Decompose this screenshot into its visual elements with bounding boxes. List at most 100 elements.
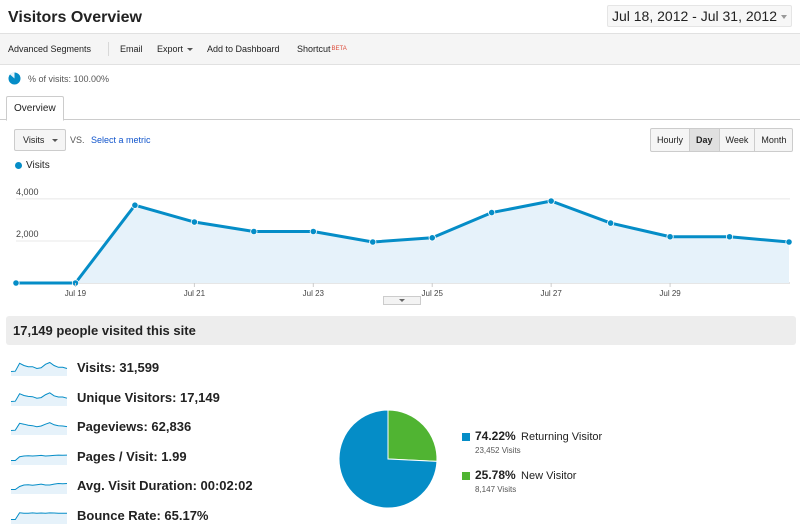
sparkline-line — [11, 511, 67, 520]
visits-data-point[interactable] — [131, 201, 139, 209]
vs-label: VS. — [70, 135, 85, 145]
sparkline-area — [11, 422, 67, 435]
shortcut-label: Shortcut — [297, 44, 331, 54]
page-title: Visitors Overview — [8, 9, 142, 26]
date-range-label: Jul 18, 2012 - Jul 31, 2012 — [611, 8, 777, 24]
y-tick-label: 4,000 — [16, 187, 39, 197]
chevron-down-icon — [187, 48, 194, 52]
chart-resize-handle[interactable] — [383, 296, 421, 305]
metric-select-value: Visits — [23, 135, 45, 145]
x-tick-label: Jul 27 — [540, 289, 562, 298]
new-visitor-slice[interactable] — [387, 409, 438, 462]
tab-overview[interactable]: Overview — [6, 96, 64, 121]
sparkline — [10, 391, 68, 406]
toolbar-divider — [108, 42, 109, 56]
visits-data-point[interactable] — [488, 208, 496, 217]
new-visitor-percent: 25.78% — [475, 468, 516, 482]
chevron-down-icon — [399, 299, 405, 302]
chevron-down-icon — [781, 15, 787, 20]
sparkline-area — [11, 512, 67, 524]
legend-dot-icon — [15, 161, 22, 169]
visits-data-point[interactable] — [547, 197, 555, 205]
x-tick-label: Jul 23 — [303, 289, 325, 298]
sparkline-line — [10, 422, 68, 431]
day-button[interactable]: Day — [689, 128, 720, 152]
metric-label: Avg. Visit Duration: 00:02:02 — [77, 478, 253, 493]
visits-data-point[interactable] — [250, 227, 258, 236]
chart-controls: Visits VS. Select a metric Hourly Day We… — [0, 128, 800, 154]
beta-badge: BETA — [331, 46, 347, 52]
returning-visitor-label: Returning Visitor — [521, 431, 603, 443]
report-toolbar: Advanced Segments Email Export Add to Da… — [0, 33, 800, 65]
metric-row[interactable]: Avg. Visit Duration: 00:02:02 — [10, 474, 330, 496]
summary-bar: 17,149 people visited this site — [6, 316, 796, 345]
returning-visitor-visits: 23,452 Visits — [475, 446, 521, 455]
visits-data-point[interactable] — [309, 227, 317, 236]
new-visitor-swatch — [462, 472, 470, 480]
visits-data-point[interactable] — [666, 233, 674, 241]
visits-data-point[interactable] — [12, 279, 20, 287]
returning-visitor-slice[interactable] — [338, 409, 438, 509]
returning-visitor-percent: 74.22% — [475, 429, 516, 443]
email-button[interactable]: Email — [120, 44, 143, 54]
visits-data-point[interactable] — [785, 238, 793, 246]
returning-visitor-swatch — [462, 433, 470, 441]
select-metric-link[interactable]: Select a metric — [91, 135, 151, 145]
visits-data-point[interactable] — [190, 218, 198, 226]
visitor-type-pie — [338, 409, 438, 509]
metric-label: Pageviews: 62,836 — [77, 419, 192, 434]
metric-row[interactable]: Pages / Visit: 1.99 — [10, 445, 330, 467]
metric-label: Unique Visitors: 17,149 — [77, 389, 220, 405]
x-tick-label: Jul 19 — [65, 289, 87, 298]
export-button[interactable]: Export — [157, 34, 194, 64]
add-to-dashboard-button[interactable]: Add to Dashboard — [207, 44, 280, 54]
month-button[interactable]: Month — [754, 128, 794, 152]
sparkline — [11, 482, 68, 494]
metric-label: Pages / Visit: 1.99 — [77, 448, 187, 464]
sparkline — [11, 511, 67, 524]
advanced-segments-button[interactable]: Advanced Segments — [8, 44, 92, 54]
hourly-button[interactable]: Hourly — [650, 128, 691, 152]
x-tick-label: Jul 21 — [184, 289, 206, 298]
metric-row[interactable]: Pageviews: 62,836 — [10, 415, 330, 437]
segment-percent-label: % of visits: 100.00% — [28, 74, 110, 84]
visits-data-point[interactable] — [725, 233, 734, 241]
metric-select[interactable]: Visits — [14, 129, 66, 151]
new-visitor-visits: 8,147 Visits — [475, 485, 517, 494]
sparkline — [10, 422, 68, 435]
sparkline — [10, 361, 68, 376]
shortcut-button[interactable]: ShortcutBETA — [297, 34, 347, 64]
week-button[interactable]: Week — [718, 128, 756, 152]
y-tick-label: 2,000 — [16, 229, 39, 239]
metric-row[interactable]: Bounce Rate: 65.17% — [10, 504, 330, 526]
visits-series-line — [16, 199, 790, 285]
new-visitor-label: New Visitor — [521, 470, 577, 482]
legend-label-visits: Visits — [26, 160, 50, 171]
chevron-down-icon — [52, 139, 58, 142]
visits-data-point[interactable] — [428, 234, 436, 242]
metric-row[interactable]: Unique Visitors: 17,149 — [10, 386, 330, 408]
sparkline-area — [11, 454, 67, 465]
date-range-picker[interactable]: Jul 18, 2012 - Jul 31, 2012 — [606, 5, 792, 27]
visits-chart: 2,000 4,000 Jul 19 Jul 21 Jul 23 Jul 25 Jul 27… — [12, 187, 793, 298]
sparkline-area — [11, 483, 67, 494]
visits-area — [16, 201, 789, 283]
export-label: Export — [157, 44, 184, 54]
summary-title: 17,149 people visited this site — [13, 323, 196, 338]
sparkline-line — [10, 361, 68, 372]
x-tick-label: Jul 25 — [422, 289, 444, 298]
metric-row[interactable]: Visits: 31,599 — [10, 356, 330, 378]
sparkline-line — [11, 454, 68, 461]
metric-label: Bounce Rate: 65.17% — [77, 507, 209, 523]
sparkline-line — [11, 482, 68, 490]
tab-bar: Overview — [0, 96, 800, 121]
metric-label: Visits: 31,599 — [77, 360, 160, 375]
segment-pie-icon — [8, 72, 21, 85]
sparkline — [11, 454, 68, 465]
granularity-button-group: Hourly Day Week Month — [650, 128, 794, 152]
sparkline-line — [10, 391, 68, 402]
visits-data-point[interactable] — [607, 219, 615, 227]
x-tick-label: Jul 29 — [659, 289, 681, 298]
chart-legend: Visits — [15, 160, 50, 171]
visits-data-point[interactable] — [369, 238, 377, 246]
